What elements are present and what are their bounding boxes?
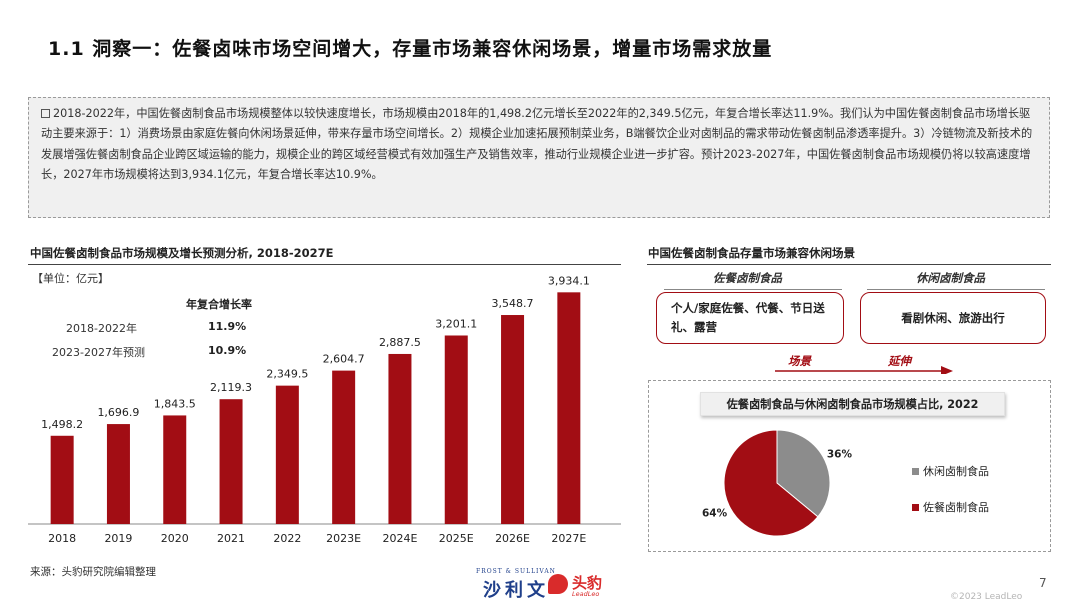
scene-box-leisure: 看剧休闲、旅游出行	[860, 292, 1046, 344]
legend-label: 佐餐卤制食品	[923, 501, 989, 514]
legend-swatch	[912, 503, 919, 511]
bar-2027E	[557, 292, 581, 524]
x-tick-label: 2027E	[551, 532, 586, 545]
bar-2020	[163, 415, 187, 524]
pie-slice-label: 64%	[702, 507, 728, 519]
pie-panel	[648, 380, 1051, 552]
cagr-row-value: 10.9%	[208, 344, 247, 357]
x-tick-label: 2023E	[326, 532, 361, 545]
page-number: 7	[1039, 576, 1047, 590]
bar-2023E	[332, 370, 356, 524]
x-tick-label: 2026E	[495, 532, 530, 545]
leopard-logo-icon	[548, 574, 568, 594]
bar-value-label: 1,696.9	[97, 406, 139, 419]
legend-item-leisure: 休闲卤制食品	[912, 463, 989, 479]
category-header-leisure: 休闲卤制食品	[916, 271, 985, 285]
bar-value-label: 3,548.7	[492, 297, 534, 310]
scene-box-dining: 个人/家庭佐餐、代餐、节日送礼、露营	[656, 292, 844, 344]
bar-2022	[275, 385, 299, 524]
extend-arrow-icon	[775, 366, 953, 374]
category-underline	[664, 289, 842, 290]
x-tick-label: 2019	[104, 532, 132, 545]
bar-2025E	[444, 335, 468, 524]
bar-chart-title-rule	[28, 264, 621, 265]
bar-value-label: 2,119.3	[210, 381, 252, 394]
pie-slice-1	[723, 429, 819, 537]
cagr-row-label: 2023-2027年预测	[52, 346, 145, 359]
right-panel-title: 中国佐餐卤制食品存量市场兼容休闲场景	[648, 246, 855, 260]
bar-value-label: 2,604.7	[323, 353, 365, 366]
cagr-header: 年复合增长率	[186, 298, 252, 311]
x-tick-label: 2024E	[382, 532, 417, 545]
bar-chart-title: 中国佐餐卤制食品市场规模及增长预测分析, 2018-2027E	[30, 246, 334, 260]
extend-word-extend: 延伸	[888, 354, 911, 368]
bar-2024E	[388, 353, 412, 524]
frost-sullivan-logo: FROST & SULLIVAN 沙利文	[450, 568, 582, 602]
bar-chart: 1,498.2 2018 1,696.9 2019 1,843.5 2020 2,119.3…	[28, 274, 621, 545]
source-note: 来源：头豹研究院编辑整理	[30, 566, 156, 578]
bar-2019	[106, 424, 130, 524]
copyright: ©2023 LeadLeo	[950, 592, 1023, 602]
x-tick-label: 2025E	[439, 532, 474, 545]
category-underline	[867, 289, 1045, 290]
checkbox-bullet-icon	[41, 109, 50, 118]
bar-2021	[219, 399, 243, 524]
leadleo-logo-cn: 头豹	[572, 574, 603, 592]
cagr-row-value: 11.9%	[208, 320, 247, 333]
leadleo-logo-en: LeadLeo	[572, 590, 600, 598]
x-tick-label: 2018	[48, 532, 76, 545]
bar-value-label: 3,201.1	[435, 317, 477, 330]
legend-item-dining: 佐餐卤制食品	[912, 499, 989, 515]
bar-2026E	[501, 315, 525, 524]
x-tick-label: 2022	[273, 532, 301, 545]
bar-value-label: 3,934.1	[548, 274, 590, 287]
bar-2018	[50, 435, 74, 524]
summary-text: 2018-2022年，中国佐餐卤制食品市场规模整体以较快速度增长，市场规模由20…	[41, 107, 1033, 182]
cagr-row-label: 2018-2022年	[66, 322, 137, 335]
unit-label: 【单位：亿元】	[32, 272, 109, 285]
extend-word-scene: 场景	[788, 354, 811, 368]
legend-swatch	[912, 467, 919, 475]
bar-value-label: 2,349.5	[266, 368, 308, 381]
leadleo-logo: 头豹 LeadLeo	[548, 570, 618, 604]
bar-value-label: 2,887.5	[379, 336, 421, 349]
frost-logo-small-text: FROST & SULLIVAN	[476, 568, 556, 575]
bar-value-label: 1,498.2	[41, 418, 83, 431]
frost-logo-text: 沙利文	[483, 580, 549, 601]
legend-label: 休闲卤制食品	[923, 465, 989, 478]
page-title: 1.1 洞察一：佐餐卤味市场空间增大，存量市场兼容休闲场景，增量市场需求放量	[48, 38, 773, 60]
scene-text-dining: 个人/家庭佐餐、代餐、节日送礼、露营	[671, 301, 825, 334]
right-panel-title-rule	[647, 264, 1051, 265]
bar-value-label: 1,843.5	[154, 397, 196, 410]
pie-slice-label: 36%	[827, 449, 853, 461]
pie-slice-0	[776, 429, 831, 518]
summary-box: 2018-2022年，中国佐餐卤制食品市场规模整体以较快速度增长，市场规模由20…	[28, 97, 1050, 218]
category-header-dining: 佐餐卤制食品	[713, 271, 782, 285]
scene-text-leisure: 看剧休闲、旅游出行	[901, 310, 1005, 325]
x-tick-label: 2021	[217, 532, 245, 545]
x-tick-label: 2020	[161, 532, 189, 545]
pie-chart: 36% 64%	[702, 429, 853, 537]
pie-chart-title: 佐餐卤制食品与休闲卤制食品市场规模占比, 2022	[700, 392, 1005, 416]
